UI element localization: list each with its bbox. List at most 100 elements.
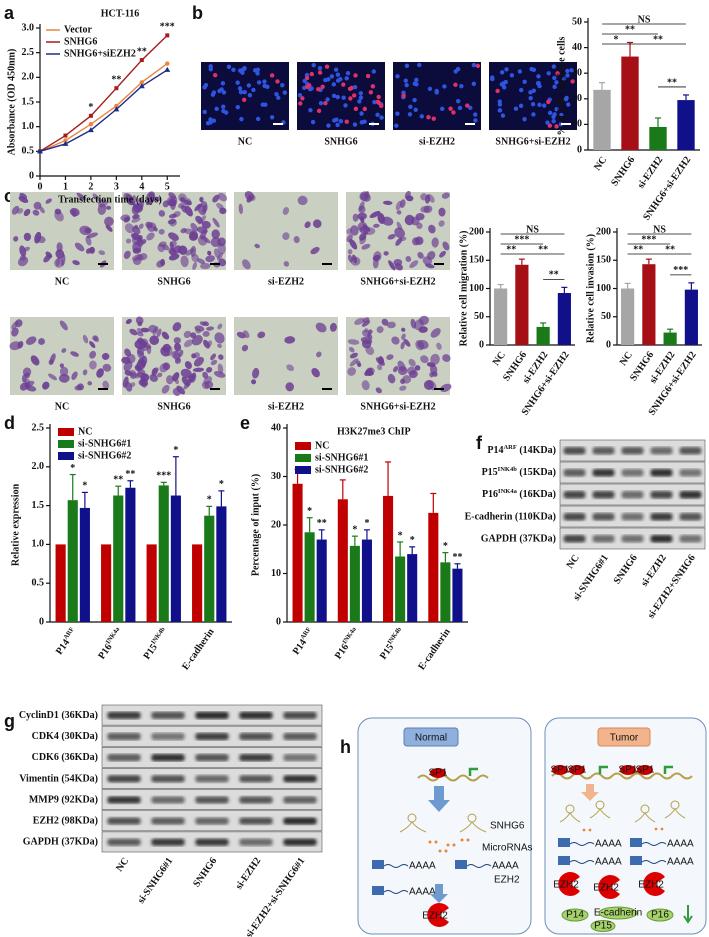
nucleus — [471, 62, 477, 68]
cell — [55, 249, 65, 259]
cell — [397, 360, 406, 372]
y-tick-label: 20 — [271, 519, 281, 530]
nucleus — [501, 85, 507, 90]
mrna — [466, 864, 492, 868]
cell — [32, 209, 40, 216]
blot-band — [107, 817, 141, 825]
marker — [87, 127, 94, 133]
blot-band — [592, 491, 615, 499]
cell — [347, 367, 357, 376]
nucleus — [442, 84, 447, 89]
nucleus — [413, 107, 418, 112]
hairpins — [559, 800, 686, 823]
cell — [86, 232, 98, 239]
cell — [82, 334, 89, 344]
sp1-label: SP1 — [568, 765, 587, 776]
cell — [441, 192, 450, 199]
cell — [358, 205, 366, 214]
x-tick-label-sup: INK4a — [105, 625, 122, 645]
legend-label: Vector — [64, 24, 93, 35]
y-tick-label: 2.5 — [32, 422, 45, 433]
cell — [54, 208, 62, 215]
blot-band — [239, 775, 273, 783]
cell — [347, 248, 353, 255]
blot-band — [283, 711, 317, 719]
bar — [292, 483, 303, 622]
cell — [293, 236, 300, 244]
bar — [158, 485, 169, 622]
nucleus — [311, 62, 316, 68]
nucleus — [352, 122, 358, 127]
y-axis-label: Relative expression — [10, 483, 21, 566]
nucleus — [329, 74, 335, 79]
legend-label: si-SNHG6#2 — [315, 464, 368, 475]
blot-band — [107, 732, 141, 741]
cell — [357, 212, 367, 220]
cell — [173, 211, 181, 218]
cell — [405, 256, 412, 262]
cell — [202, 330, 210, 337]
blot-band — [592, 447, 615, 455]
y-tick-label: 0.5 — [32, 577, 45, 588]
panel-letter: a — [4, 3, 15, 23]
cell — [49, 353, 56, 364]
nucleus — [326, 123, 331, 128]
nucleus — [255, 71, 260, 76]
nucleus — [531, 112, 536, 117]
x-tick-label-base: P14 — [54, 638, 72, 658]
nucleus — [320, 84, 325, 90]
nucleus — [473, 118, 478, 123]
bar — [621, 56, 639, 151]
nucleus — [353, 73, 358, 78]
nucleus — [317, 65, 323, 71]
nucleus — [323, 100, 328, 106]
blot-band — [563, 491, 586, 499]
panel-letter: f — [476, 433, 483, 453]
cell — [170, 240, 177, 247]
cell — [242, 259, 251, 270]
cell — [412, 237, 420, 246]
cell — [183, 339, 194, 348]
y-tick-label: 50 — [601, 311, 611, 322]
bar — [349, 545, 360, 622]
cell — [420, 355, 429, 364]
nucleus — [375, 99, 381, 105]
significance: * — [410, 535, 415, 546]
bar — [407, 554, 418, 622]
nucleus — [404, 63, 410, 68]
significance: ** — [317, 518, 327, 529]
significance: ** — [653, 34, 663, 45]
blot-band — [283, 817, 317, 825]
y-axis-label: % of EdU positive cells — [556, 36, 567, 135]
cell — [203, 339, 210, 349]
cell — [158, 241, 167, 247]
nucleus — [368, 90, 374, 95]
y-tick-label: 40 — [572, 42, 582, 53]
blot-band — [563, 513, 586, 521]
nucleus — [569, 67, 574, 73]
cell — [42, 381, 50, 390]
cell — [368, 329, 373, 335]
x-tick-label-base: P14 — [291, 638, 309, 658]
significance: * — [207, 495, 212, 506]
y-tick-label: 3.0 — [22, 22, 35, 33]
nucleus — [221, 90, 227, 95]
nucleus — [237, 86, 243, 91]
cell — [414, 365, 421, 371]
nucleus — [262, 83, 267, 89]
cell — [403, 338, 411, 347]
blot-band — [621, 535, 644, 543]
cell — [428, 224, 436, 234]
nucleus — [440, 106, 445, 111]
y-tick-label: 1.5 — [32, 500, 45, 511]
cell — [22, 374, 27, 383]
cell — [172, 322, 182, 332]
cell — [133, 256, 142, 266]
down-arrow — [683, 905, 693, 924]
nucleus — [208, 120, 213, 125]
nucleus — [213, 73, 218, 78]
blot-band — [151, 732, 185, 741]
cell — [138, 234, 143, 243]
nucleus — [282, 90, 288, 95]
bar — [395, 556, 406, 622]
